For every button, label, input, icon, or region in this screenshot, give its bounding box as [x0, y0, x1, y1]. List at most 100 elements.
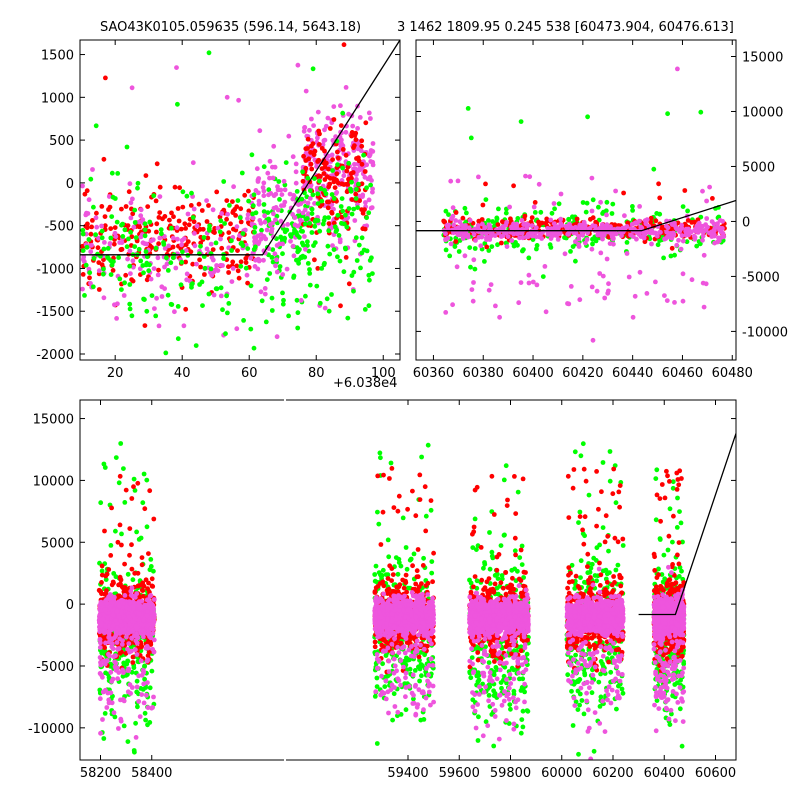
data-point-magenta [183, 248, 189, 253]
data-point-magenta [128, 592, 134, 598]
data-point-magenta [589, 284, 595, 290]
data-point-green [270, 247, 276, 253]
data-point-magenta [136, 219, 142, 225]
y-tick-label: -10000 [742, 325, 788, 340]
data-point-magenta [220, 263, 225, 268]
data-point-magenta [573, 239, 578, 245]
data-point-magenta [448, 178, 454, 184]
data-point-magenta [133, 647, 138, 653]
data-point-red [353, 137, 359, 143]
data-point-red [141, 583, 147, 589]
scatter-panel-bottom: 58200 58400 59400 59600 59800 60000 60200 60400… [28, 399, 737, 781]
data-point-magenta [275, 184, 280, 190]
data-point-green [124, 144, 130, 150]
data-point-magenta [280, 241, 285, 247]
data-point-green [355, 205, 360, 211]
data-point-green [452, 244, 458, 250]
data-point-magenta [315, 135, 320, 141]
data-point-magenta [291, 253, 297, 259]
data-point-red [329, 210, 335, 216]
data-point-red [308, 161, 314, 167]
data-point-magenta [130, 264, 136, 270]
data-point-magenta [93, 215, 99, 221]
data-point-red [80, 272, 86, 277]
data-point-green [380, 567, 386, 573]
data-point-magenta [598, 199, 603, 205]
data-point-magenta [331, 104, 337, 109]
data-point-magenta [129, 635, 135, 641]
data-point-red [499, 240, 504, 246]
data-point-magenta [244, 272, 250, 278]
data-point-green [147, 567, 153, 573]
data-point-magenta [185, 211, 191, 217]
data-point-magenta [330, 243, 335, 249]
data-point-green [109, 214, 115, 220]
data-point-red [332, 185, 338, 191]
data-point-red [132, 570, 138, 576]
data-point-magenta [290, 154, 296, 160]
data-point-red [197, 226, 203, 232]
data-point-magenta [698, 228, 703, 234]
data-point-magenta [139, 672, 145, 678]
data-point-magenta [632, 293, 638, 299]
data-point-green [665, 111, 670, 117]
data-point-green [133, 235, 139, 241]
data-point-magenta [598, 250, 604, 256]
data-point-red [234, 204, 240, 210]
data-point-magenta [290, 243, 296, 249]
data-point-red [350, 170, 356, 175]
data-point-green [136, 537, 142, 542]
data-point-magenta [99, 672, 104, 678]
data-point-magenta [533, 234, 539, 240]
data-point-green [317, 178, 322, 184]
data-point-red [102, 645, 107, 651]
data-point-red [130, 211, 136, 217]
data-point-magenta [194, 261, 199, 267]
data-point-magenta [250, 215, 256, 221]
data-point-magenta [651, 230, 657, 236]
data-point-green [134, 678, 140, 684]
data-point-green [680, 204, 686, 210]
data-point-red [102, 528, 107, 534]
data-point-green [549, 210, 555, 216]
data-point-red [136, 583, 142, 589]
data-point-red [102, 214, 108, 220]
data-point-red [99, 563, 105, 569]
data-point-magenta [292, 215, 298, 220]
data-point-red [123, 272, 129, 278]
data-point-red [183, 259, 189, 265]
data-point-red [349, 133, 354, 139]
data-point-red [385, 576, 391, 581]
data-point-magenta [109, 593, 114, 599]
data-point-green [127, 301, 133, 307]
data-point-green [193, 343, 199, 348]
data-point-green [366, 303, 372, 309]
data-point-magenta [124, 634, 129, 640]
data-point-green [114, 219, 120, 225]
data-point-magenta [500, 233, 506, 239]
data-point-red [359, 138, 365, 144]
data-point-magenta [159, 294, 165, 299]
data-point-red [375, 473, 381, 479]
data-point-magenta [517, 235, 522, 241]
data-point-magenta [119, 240, 125, 246]
data-point-red [140, 593, 146, 599]
data-point-magenta [460, 236, 466, 241]
data-point-green [222, 221, 228, 226]
data-point-magenta [700, 188, 705, 194]
data-point-magenta [86, 197, 92, 203]
data-point-magenta [712, 225, 718, 231]
data-point-green [149, 293, 155, 298]
data-point-magenta [287, 191, 293, 197]
data-point-green [269, 255, 275, 260]
data-point-green [303, 293, 308, 299]
data-point-green [93, 232, 98, 238]
data-point-magenta [443, 231, 448, 237]
data-point-red [327, 175, 333, 181]
data-point-magenta [225, 211, 231, 217]
data-point-magenta [132, 594, 138, 600]
data-point-green [312, 176, 317, 182]
data-point-magenta [531, 204, 537, 210]
data-point-green [101, 461, 107, 467]
data-point-magenta [370, 189, 375, 195]
